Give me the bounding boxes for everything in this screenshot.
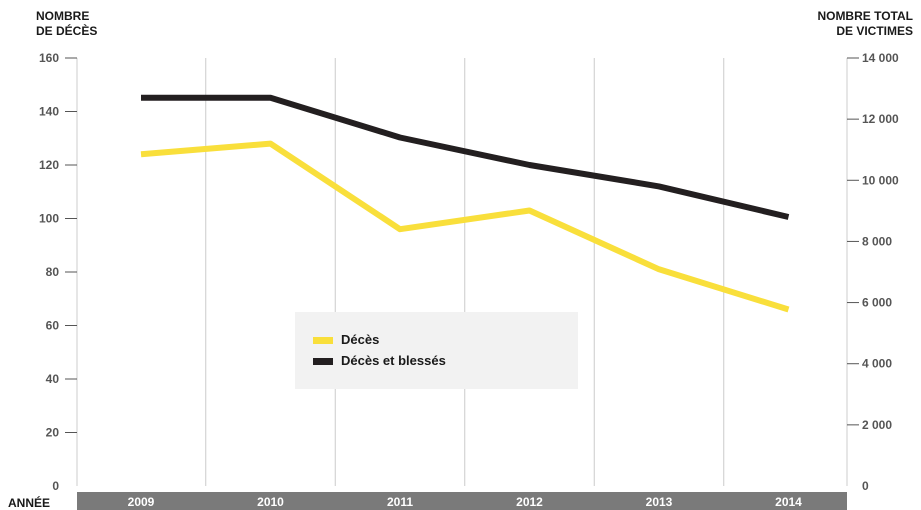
x-axis-label: ANNÉE: [8, 495, 50, 510]
left-axis-title: NOMBRE DE DÉCÈS: [36, 9, 97, 39]
legend-swatch-deces: [313, 337, 333, 344]
left-tick-label: 20: [46, 426, 60, 440]
right-axis-title-line-1: NOMBRE TOTAL: [817, 9, 913, 23]
legend-label-deces: Décès: [341, 332, 380, 347]
right-tick-label: 8 000: [862, 234, 892, 248]
x-tick-label: 2011: [387, 495, 413, 509]
left-tick-label: 100: [39, 212, 59, 226]
right-tick-label: 10 000: [862, 173, 899, 187]
right-tick-label: 2 000: [862, 418, 892, 432]
left-axis-title-line-1: NOMBRE: [36, 9, 90, 23]
legend-label-deces-et-blesses: Décès et blessés: [341, 353, 446, 368]
left-tick-label: 160: [39, 51, 59, 65]
left-tick-label: 0: [52, 479, 59, 493]
x-axis-band: [77, 492, 847, 510]
right-axis-title-line-2: DE VICTIMES: [836, 24, 913, 38]
legend: Décès Décès et blessés: [295, 312, 578, 389]
x-tick-label: 2012: [516, 495, 543, 509]
right-tick-label: 14 000: [862, 51, 899, 65]
legend-swatch-deces-et-blesses: [313, 358, 333, 365]
series-line-deces: [140, 140, 790, 313]
left-tick-label: 80: [46, 265, 60, 279]
x-tick-label: 2013: [646, 495, 673, 509]
x-tick-label: 2009: [128, 495, 155, 509]
left-axis-title-line-2: DE DÉCÈS: [36, 24, 98, 38]
right-axis-title: NOMBRE TOTAL DE VICTIMES: [817, 9, 913, 39]
left-tick-label: 60: [46, 319, 60, 333]
left-tick-label: 140: [39, 105, 59, 119]
right-tick-label: 4 000: [862, 357, 892, 371]
series-line-deces-et-blesses: [141, 94, 790, 220]
right-tick-label: 0: [862, 479, 869, 493]
left-tick-label: 40: [46, 372, 60, 386]
x-tick-label: 2010: [257, 495, 284, 509]
right-tick-label: 12 000: [862, 112, 899, 126]
x-tick-label: 2014: [775, 495, 802, 509]
left-tick-label: 120: [39, 158, 59, 172]
right-tick-label: 6 000: [862, 296, 892, 310]
